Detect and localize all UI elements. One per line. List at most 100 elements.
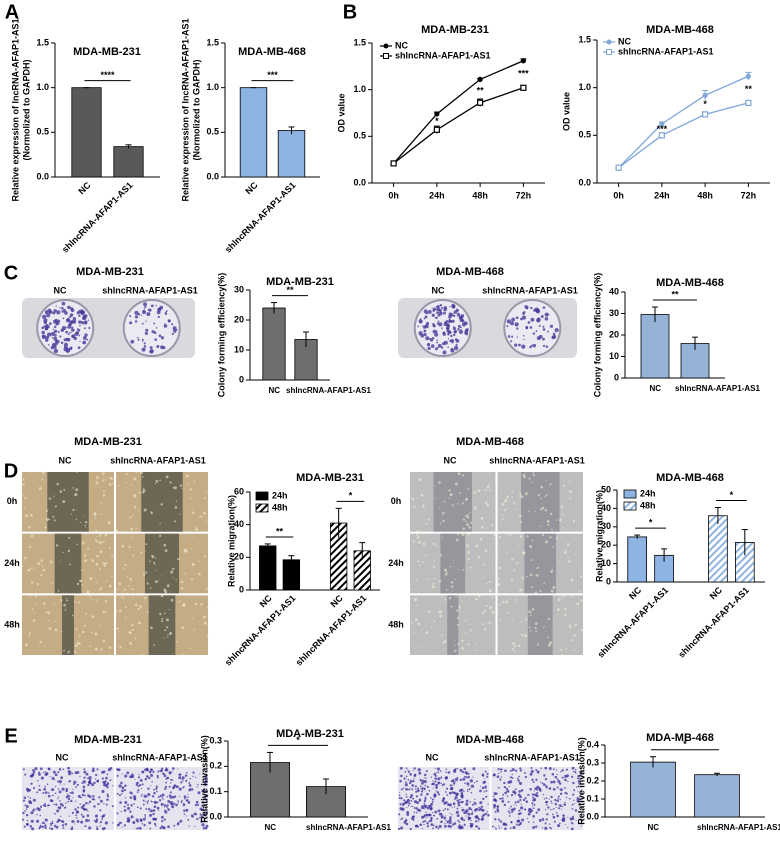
- cell: [115, 529, 119, 532]
- cell: [470, 824, 473, 828]
- cell: [511, 773, 513, 776]
- cell: [510, 578, 514, 581]
- cell: [199, 807, 203, 811]
- cell: [99, 550, 103, 554]
- cell: [551, 809, 553, 811]
- cell: [61, 787, 65, 791]
- cell: [126, 496, 128, 498]
- cell: [506, 795, 509, 797]
- cell: [111, 575, 113, 577]
- cell: [494, 799, 498, 803]
- colony: [417, 325, 420, 328]
- cell: [176, 640, 179, 643]
- cell: [478, 808, 481, 812]
- cell: [27, 568, 31, 572]
- cell: [44, 823, 46, 825]
- cell: [408, 781, 412, 785]
- colony: [419, 317, 422, 320]
- cell: [198, 573, 201, 576]
- cell: [507, 612, 510, 614]
- cell: [479, 789, 482, 793]
- cell: [76, 543, 78, 546]
- marker: [390, 160, 397, 167]
- colony: [423, 329, 427, 333]
- colony: [67, 305, 71, 310]
- colony: [450, 334, 453, 338]
- cell: [41, 470, 45, 474]
- cell: [66, 793, 68, 795]
- cell: [463, 775, 466, 778]
- cell: [511, 619, 514, 622]
- cell: [29, 546, 32, 549]
- cell: [495, 827, 497, 830]
- cell: [497, 772, 500, 775]
- cell: [204, 796, 207, 799]
- cell: [430, 823, 434, 826]
- cell: [549, 512, 553, 516]
- cell: [432, 824, 435, 827]
- colony: [514, 322, 519, 327]
- colony: [54, 333, 57, 337]
- y-tick-label: 0.3: [586, 757, 599, 767]
- cell: [130, 483, 133, 486]
- significance-label: ****: [100, 70, 115, 80]
- colony: [155, 304, 157, 307]
- colony: [460, 314, 465, 318]
- cell: [82, 541, 85, 544]
- cell: [161, 797, 164, 799]
- cell: [499, 768, 503, 771]
- cell: [503, 500, 506, 503]
- cell: [167, 808, 170, 811]
- y-tick-label: 20: [609, 329, 619, 339]
- cell: [520, 521, 523, 523]
- cell: [560, 771, 562, 773]
- y-tick-label: 30: [609, 308, 619, 318]
- colony: [46, 332, 52, 337]
- cell: [136, 806, 139, 809]
- colony: [53, 309, 57, 313]
- cell: [539, 781, 541, 783]
- y-axis-label: OD value: [336, 93, 346, 132]
- cell: [449, 493, 453, 497]
- cell: [533, 474, 536, 477]
- colony: [465, 328, 469, 332]
- colony: [523, 310, 526, 314]
- cell: [32, 798, 36, 802]
- colony: [552, 332, 556, 336]
- photo-title: MDA-MB-468: [436, 266, 504, 278]
- x-tick-label: 0h: [613, 190, 624, 200]
- cell: [178, 773, 182, 776]
- colony: [450, 348, 455, 353]
- cell: [111, 555, 114, 557]
- cell: [183, 550, 186, 553]
- cell: [513, 502, 516, 505]
- cell: [100, 587, 103, 590]
- cell: [106, 782, 110, 785]
- cell: [552, 546, 555, 548]
- cell: [473, 639, 476, 641]
- cell: [126, 806, 131, 810]
- cell: [454, 644, 457, 647]
- cell: [93, 820, 95, 822]
- cell: [24, 556, 27, 560]
- legend-swatch: [623, 501, 637, 511]
- cell: [407, 770, 411, 773]
- cell: [144, 550, 146, 552]
- cell: [532, 798, 535, 802]
- cell: [162, 798, 164, 800]
- cell: [545, 630, 547, 632]
- cell: [141, 793, 143, 796]
- cell: [105, 776, 108, 780]
- legend-label: 48h: [272, 502, 288, 512]
- cell: [116, 812, 119, 815]
- cell: [108, 483, 112, 486]
- cell: [516, 777, 519, 780]
- cell: [128, 584, 131, 587]
- cell: [567, 780, 569, 783]
- cell: [53, 519, 56, 522]
- cell: [524, 775, 528, 779]
- cell: [141, 822, 144, 825]
- photo-title: MDA-MB-468: [456, 436, 524, 448]
- cell: [24, 804, 27, 807]
- cell: [60, 769, 62, 771]
